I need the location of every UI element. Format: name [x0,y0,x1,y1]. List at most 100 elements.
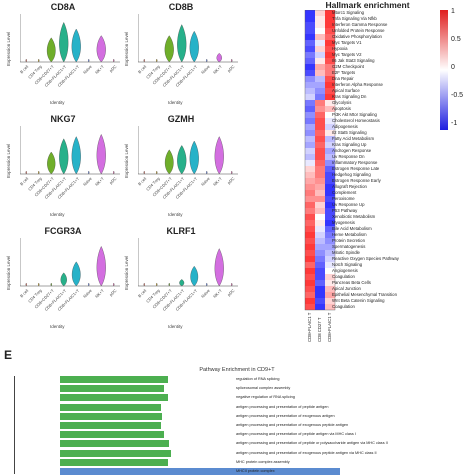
heatmap-cell [305,58,315,64]
violin-x-tick-label: Naive [199,176,211,187]
violin-x-tick-label: NK+T [211,288,223,299]
heatmap-cell [325,208,335,214]
violin-mark [38,282,40,287]
violin-x-tick-label: Naive [81,176,93,187]
enrichment-bar [60,412,163,420]
heatmap-cell [315,202,325,208]
heatmap-row-label: Estrogen Response Late [332,166,380,171]
heatmap-row-label: Inflammatory Response [332,160,378,165]
heatmap-cell [305,190,315,196]
heatmap-row-label: Xenobiotic Metabolism [332,214,376,219]
heatmap-row-label: E2F Targets [332,70,356,75]
enrichment-bar-label: MHCII protein complex [236,469,275,473]
heatmap-cell [325,304,335,310]
violin-mark [59,138,69,175]
heatmap-cell [325,100,335,106]
heatmap-title: Hallmark enrichment [325,0,410,10]
heatmap-cell [305,142,315,148]
violin-mark [38,170,40,175]
heatmap-cell [315,34,325,40]
heatmap-cell [305,298,315,304]
heatmap-row-label: Allograft Rejection [332,184,367,189]
heatmap-cell [325,274,335,280]
violin-x-tick-label: B cell [19,176,30,187]
heatmap-cell [315,256,325,262]
enrichment-bar-label: negative regulation of RNA splicing [236,395,295,400]
violin-x-tick-label: NK+T [211,64,223,75]
violin-x-tick-label: pDC [226,288,236,298]
heatmap-row-label: Fatty Acid Metabolism [332,136,375,141]
violin-x-tick-label: NK+T [93,288,105,299]
violin-x-tick-label: B cell [137,176,148,187]
heatmap-cell [315,232,325,238]
heatmap-row-label: Protein Secretion [332,238,365,243]
violin-mark [231,282,233,287]
heatmap-cell [325,262,335,268]
heatmap-cell [325,214,335,220]
color-scale-label: -0.5 [451,92,464,99]
heatmap-cell [305,88,315,94]
heatmap-cell [305,64,315,70]
heatmap-cell [305,178,315,184]
violin-x-axis-label: Identity [168,324,183,329]
heatmap-cell [305,52,315,58]
heatmap-cell [325,148,335,154]
heatmap-cell [305,154,315,160]
heatmap-cell [315,70,325,76]
violin-mark [206,58,208,63]
heatmap-cell [325,130,335,136]
heatmap-cell [325,16,335,22]
heatmap-row-label: Peroxisome [332,196,355,201]
heatmap-cell [325,172,335,178]
violin-mark [164,149,174,175]
violin-mark [96,134,106,175]
heatmap-column-label: CD8+FLAIC1 T [307,312,312,342]
heatmap-row-label: Heme Metabolism [332,232,367,237]
heatmap-cell [325,82,335,88]
heatmap-row-label: Interferon Gamma Response [332,22,388,27]
heatmap-cell [315,130,325,136]
violin-mark [156,170,158,175]
violin-x-tick-label: pDC [226,176,236,186]
heatmap-column-label: CD8 CD27 T [317,317,322,342]
heatmap-cell [315,154,325,160]
violin-x-tick-label: B cell [137,64,148,75]
heatmap-cell [315,244,325,250]
heatmap-cell [315,94,325,100]
enrichment-title: Pathway Enrichment in CD9+T [199,367,275,373]
violin-mark [113,282,115,287]
violin-mark [25,170,27,175]
heatmap-cell [325,64,335,70]
heatmap-cell [325,280,335,286]
heatmap-cell [325,28,335,34]
violin-mark [190,265,199,287]
heatmap-row-label: P53 Pathway [332,208,358,213]
heatmap-row-label: Uv Response Dn [332,154,365,159]
heatmap-row-label: Interferon Alpha Response [332,82,383,87]
heatmap-row-label: Coagulation [332,304,355,309]
violin-mark [143,282,145,287]
violin-x-axis-label: Identity [168,100,183,105]
heatmap-cell [325,118,335,124]
violin-mark [177,145,187,175]
heatmap-row-label: Hypoxia [332,46,348,51]
violin-mark [71,136,81,175]
heatmap-cell [315,250,325,256]
heatmap-row-label: Myogenesis [332,220,355,225]
violin-y-axis-label: Expression Level [6,143,11,178]
heatmap-row-label: Oxidative Phosphorylation [332,34,382,39]
heatmap-cell [305,28,315,34]
violin-x-tick-label: pDC [108,288,118,298]
violin-x-tick-label: B cell [137,288,148,299]
violin-mark [25,282,27,287]
violin-mark [88,282,90,287]
violin-plot-area [138,238,238,287]
violin-mark [189,30,199,63]
violin-y-axis-label: Expression Level [6,31,11,66]
heatmap-cell [315,214,325,220]
heatmap-cell [305,82,315,88]
heatmap-row-label: Epithelial Mesenchymal Transition [332,292,397,297]
heatmap-cell [325,178,335,184]
heatmap-cell [315,76,325,82]
violin-mark [60,272,67,287]
